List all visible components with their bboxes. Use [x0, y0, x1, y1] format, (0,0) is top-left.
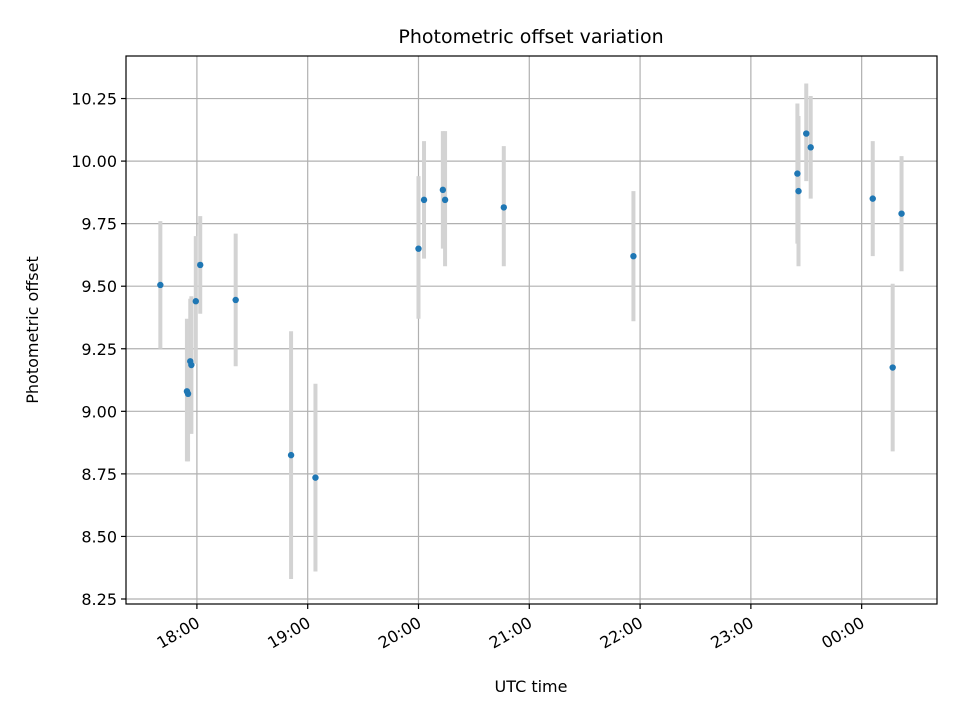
data-point [157, 281, 164, 289]
y-tick-label: 9.25 [81, 340, 117, 359]
data-point [312, 474, 319, 481]
plot-frame [125, 55, 938, 605]
data-point [420, 196, 428, 204]
y-tick-label: 8.75 [81, 465, 117, 484]
y-tick-label: 9.75 [81, 215, 117, 234]
data-point [439, 186, 447, 194]
data-point [232, 296, 239, 304]
x-axis-title: UTC time [495, 677, 568, 696]
data-point [192, 298, 199, 305]
data-point [287, 451, 295, 459]
y-tick-label: 9.50 [81, 277, 117, 296]
data-point [188, 361, 195, 369]
data-point [898, 210, 905, 217]
grid [126, 56, 937, 604]
data-point [630, 252, 637, 260]
data-point [415, 245, 422, 252]
data-point [500, 204, 508, 211]
data-point [795, 187, 802, 195]
y-tick-label: 10.00 [71, 152, 117, 171]
chart-title: Photometric offset variation [398, 26, 663, 48]
data-point [197, 261, 204, 269]
data-point [184, 390, 192, 398]
data-point [441, 196, 449, 204]
data-point [807, 144, 814, 151]
data-point [869, 195, 876, 202]
data-point [803, 130, 810, 137]
data-point [794, 170, 801, 177]
y-tick-label: 8.50 [81, 527, 117, 546]
y-axis-title: Photometric offset [23, 256, 42, 404]
y-tick-label: 8.25 [81, 590, 117, 609]
y-tick-label: 9.00 [81, 402, 117, 421]
y-tick-label: 10.25 [71, 90, 117, 109]
data-point [889, 364, 896, 371]
y-axis-ticks: 8.25 8.50 8.75 9.00 9.25 9.50 9.75 10.00 10.25 [71, 90, 126, 609]
data-points [157, 130, 905, 481]
